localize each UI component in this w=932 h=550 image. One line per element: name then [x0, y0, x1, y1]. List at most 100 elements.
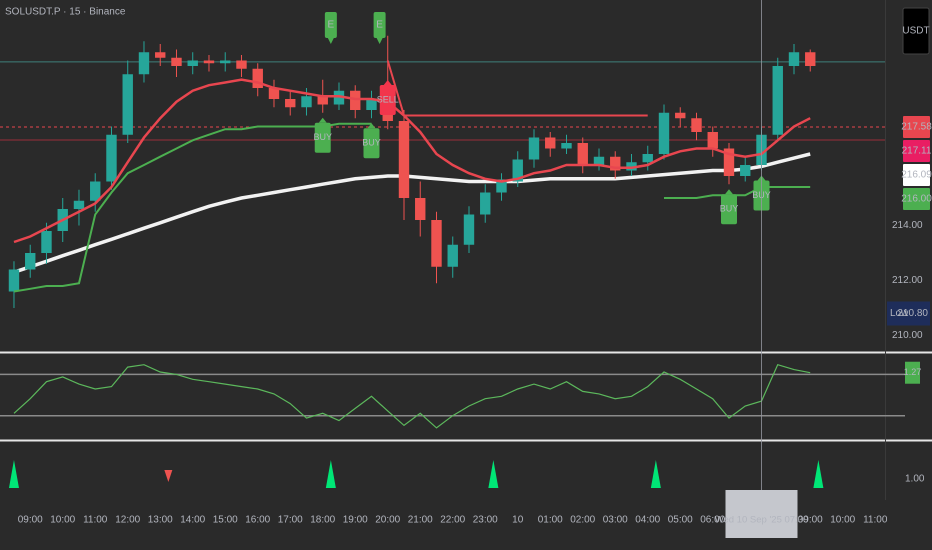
y-tick-label: 214.00: [892, 220, 923, 231]
oscillator-tag-label: 1.27: [904, 367, 922, 377]
candle-body: [8, 269, 20, 292]
indicator-line: [386, 60, 648, 117]
candle-body: [545, 137, 556, 149]
x-tick-label: 11:00: [863, 515, 888, 526]
candle-body: [480, 192, 491, 215]
x-tick-label: 09:00: [798, 515, 823, 526]
x-tick-label: 23:00: [473, 515, 498, 526]
crosshair-label: Wed 10 Sep '25 07:30: [715, 515, 809, 526]
entry-box: [373, 12, 386, 38]
x-tick-label: 10:00: [830, 515, 855, 526]
price-tag-label: 217.11: [902, 146, 932, 157]
candle-body: [25, 253, 36, 270]
entry-pointer: [376, 38, 383, 44]
candle-body: [447, 244, 458, 267]
x-tick-label: 19:00: [343, 515, 368, 526]
indicator-line: [13, 122, 372, 293]
price-tag-label: 216.09: [901, 170, 932, 181]
candle-body: [122, 74, 133, 135]
oscillator-tag: [905, 361, 920, 384]
candle-body: [90, 181, 101, 201]
currency-label: USDT: [902, 26, 929, 37]
x-tick-label: 17:00: [278, 515, 303, 526]
x-tick-label: 06:00: [700, 515, 725, 526]
candle-body: [138, 52, 150, 75]
candle-body: [415, 198, 426, 220]
signal-box: [720, 194, 737, 225]
candle-body: [723, 148, 735, 176]
chart-title: SOLUSDT.P · 15 · Binance: [5, 7, 126, 18]
up-marker: [813, 460, 824, 488]
oscillator-line: [13, 363, 811, 429]
candle-body: [106, 134, 117, 182]
candle-body: [203, 60, 215, 64]
candle-body: [73, 200, 85, 209]
candle-body: [691, 118, 702, 132]
x-tick-label: 04:00: [635, 515, 660, 526]
candle-body: [772, 66, 783, 135]
candle-body: [431, 220, 442, 267]
x-tick-label: 16:00: [245, 515, 270, 526]
candle-body: [155, 52, 166, 58]
up-marker: [325, 460, 336, 488]
low-tag-name: Low: [890, 308, 909, 319]
entry-label: E: [328, 20, 335, 31]
candle-body: [512, 159, 523, 182]
signal-pointer: [367, 123, 376, 129]
x-tick-label: 15:00: [213, 515, 238, 526]
signal-pointer: [318, 117, 327, 123]
candle-body: [317, 96, 328, 105]
indicator-line: [13, 78, 811, 244]
x-tick-label: 14:00: [180, 515, 205, 526]
candle-body: [268, 88, 280, 99]
candle-body: [350, 90, 361, 110]
candle-body: [577, 143, 588, 165]
y-tick-label: 212.00: [892, 275, 923, 286]
candle-body: [463, 214, 475, 245]
candle-body: [236, 60, 247, 69]
price-tag-label: 216.00: [901, 194, 932, 205]
price-tag: [903, 188, 930, 211]
candle-body: [642, 154, 653, 163]
x-tick-label: 10: [512, 515, 524, 526]
up-marker: [650, 460, 661, 488]
candle-body: [788, 52, 800, 66]
x-tick-label: 05:00: [668, 515, 693, 526]
low-tag-label: 210.80: [897, 308, 928, 319]
price-tag: [903, 140, 930, 163]
signal-label: BUY: [362, 138, 381, 148]
x-tick-label: 22:00: [440, 515, 465, 526]
signal-label: BUY: [313, 132, 332, 142]
candle-body: [285, 99, 296, 108]
up-marker: [488, 460, 499, 488]
currency-badge: [902, 7, 930, 55]
signal-pointer: [724, 189, 733, 195]
candle-body: [593, 156, 605, 165]
candle-body: [626, 162, 637, 171]
indicator-line: [664, 186, 811, 199]
y-tick-label: 1.00: [905, 474, 925, 485]
x-tick-label: 20:00: [375, 515, 400, 526]
signal-label: BUY: [720, 204, 739, 214]
price-tag: [903, 164, 930, 187]
candle-body: [171, 57, 182, 66]
candle-body: [301, 96, 312, 108]
low-tag: [887, 301, 930, 326]
signal-pointer: [383, 80, 392, 85]
candle-body: [496, 181, 507, 193]
indicator-line: [13, 152, 811, 274]
signal-box: [379, 85, 396, 115]
candle-body: [740, 165, 751, 176]
x-tick-label: 02:00: [570, 515, 595, 526]
down-marker: [164, 470, 173, 482]
entry-label: E: [376, 20, 383, 31]
candle-body: [561, 143, 572, 149]
signal-label: SELL: [377, 94, 399, 104]
price-tag-label: 217.58: [901, 122, 932, 133]
candle-body: [252, 68, 263, 88]
up-marker: [8, 460, 19, 488]
candle-body: [333, 90, 345, 105]
